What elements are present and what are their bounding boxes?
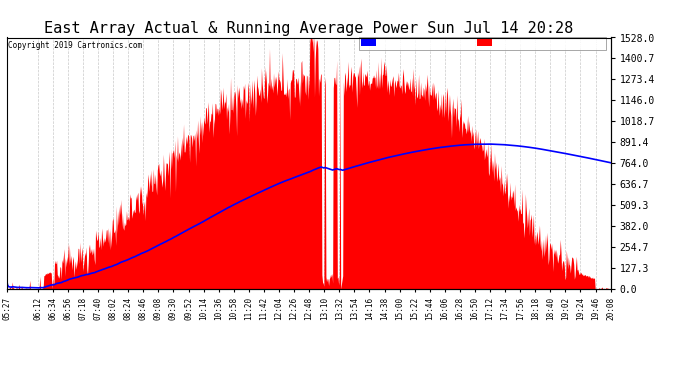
Text: Copyright 2019 Cartronics.com: Copyright 2019 Cartronics.com xyxy=(8,41,141,50)
Title: East Array Actual & Running Average Power Sun Jul 14 20:28: East Array Actual & Running Average Powe… xyxy=(44,21,573,36)
Legend: Average  (DC Watts), East Array  (DC Watts): Average (DC Watts), East Array (DC Watts… xyxy=(359,37,607,50)
